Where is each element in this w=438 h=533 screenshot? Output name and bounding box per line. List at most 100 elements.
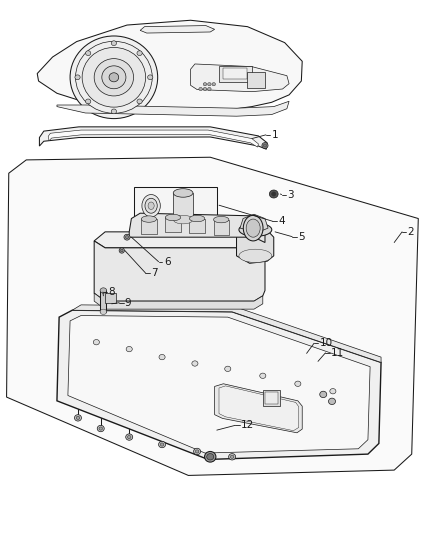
Bar bbox=[219, 66, 252, 82]
Ellipse shape bbox=[173, 189, 193, 197]
Polygon shape bbox=[94, 293, 263, 309]
Ellipse shape bbox=[192, 361, 198, 366]
Ellipse shape bbox=[142, 195, 160, 217]
Bar bbox=[223, 68, 247, 79]
Ellipse shape bbox=[195, 450, 199, 453]
Ellipse shape bbox=[269, 190, 278, 198]
Text: 11: 11 bbox=[331, 348, 344, 358]
Ellipse shape bbox=[239, 249, 272, 263]
Ellipse shape bbox=[74, 415, 81, 421]
Bar bbox=[263, 390, 280, 406]
Polygon shape bbox=[237, 225, 274, 263]
Text: 3: 3 bbox=[287, 190, 293, 199]
Polygon shape bbox=[191, 64, 289, 92]
Ellipse shape bbox=[207, 454, 214, 460]
Ellipse shape bbox=[320, 391, 327, 398]
Ellipse shape bbox=[126, 346, 132, 352]
Ellipse shape bbox=[100, 309, 107, 314]
Ellipse shape bbox=[199, 87, 202, 91]
Ellipse shape bbox=[330, 389, 336, 394]
Text: 7: 7 bbox=[151, 268, 158, 278]
Ellipse shape bbox=[126, 434, 133, 440]
Ellipse shape bbox=[94, 59, 134, 96]
Ellipse shape bbox=[213, 216, 229, 223]
Ellipse shape bbox=[205, 451, 216, 462]
Ellipse shape bbox=[85, 99, 91, 104]
Text: 8: 8 bbox=[109, 287, 115, 297]
Bar bbox=[141, 219, 157, 234]
Polygon shape bbox=[57, 310, 381, 459]
Bar bbox=[105, 293, 116, 303]
Ellipse shape bbox=[159, 354, 165, 360]
Ellipse shape bbox=[148, 75, 153, 80]
Ellipse shape bbox=[272, 192, 276, 196]
Ellipse shape bbox=[145, 198, 157, 213]
Ellipse shape bbox=[229, 454, 236, 460]
Ellipse shape bbox=[127, 435, 131, 439]
Ellipse shape bbox=[111, 41, 117, 46]
Ellipse shape bbox=[82, 47, 145, 107]
Ellipse shape bbox=[137, 99, 142, 104]
Ellipse shape bbox=[141, 216, 157, 222]
Ellipse shape bbox=[99, 427, 102, 430]
Polygon shape bbox=[94, 241, 265, 301]
Ellipse shape bbox=[230, 455, 234, 458]
Text: 5: 5 bbox=[298, 232, 304, 241]
Ellipse shape bbox=[208, 87, 211, 91]
Ellipse shape bbox=[194, 448, 201, 455]
Bar bbox=[134, 187, 217, 227]
Ellipse shape bbox=[203, 83, 207, 86]
Ellipse shape bbox=[160, 443, 164, 446]
Bar bbox=[173, 193, 193, 220]
Polygon shape bbox=[57, 101, 289, 116]
Ellipse shape bbox=[166, 214, 180, 221]
Bar bbox=[189, 219, 205, 233]
Bar bbox=[247, 72, 265, 88]
Polygon shape bbox=[129, 213, 265, 243]
Polygon shape bbox=[48, 130, 258, 147]
Ellipse shape bbox=[120, 249, 123, 252]
Ellipse shape bbox=[244, 215, 263, 241]
Bar bbox=[265, 392, 278, 404]
Polygon shape bbox=[72, 305, 381, 362]
Text: 1: 1 bbox=[272, 130, 278, 140]
Ellipse shape bbox=[295, 381, 301, 386]
Ellipse shape bbox=[93, 340, 99, 345]
Text: 2: 2 bbox=[407, 227, 414, 237]
Ellipse shape bbox=[70, 36, 158, 119]
Ellipse shape bbox=[75, 75, 80, 80]
Ellipse shape bbox=[203, 87, 207, 91]
Ellipse shape bbox=[208, 83, 211, 86]
Ellipse shape bbox=[239, 223, 272, 237]
Ellipse shape bbox=[111, 109, 117, 114]
Ellipse shape bbox=[148, 202, 154, 209]
Ellipse shape bbox=[263, 144, 266, 147]
Ellipse shape bbox=[225, 366, 231, 372]
Text: 9: 9 bbox=[125, 298, 131, 308]
Polygon shape bbox=[140, 26, 215, 33]
Bar bbox=[166, 217, 180, 232]
Ellipse shape bbox=[102, 66, 126, 88]
Ellipse shape bbox=[260, 373, 266, 378]
Ellipse shape bbox=[189, 215, 205, 222]
Ellipse shape bbox=[137, 51, 142, 55]
Polygon shape bbox=[37, 20, 302, 111]
Ellipse shape bbox=[76, 42, 152, 114]
Ellipse shape bbox=[328, 398, 336, 405]
Polygon shape bbox=[215, 384, 302, 433]
Ellipse shape bbox=[212, 83, 215, 86]
Ellipse shape bbox=[159, 441, 166, 448]
Ellipse shape bbox=[124, 235, 130, 240]
Polygon shape bbox=[94, 232, 265, 248]
Polygon shape bbox=[7, 157, 418, 475]
Polygon shape bbox=[39, 127, 267, 149]
Ellipse shape bbox=[173, 215, 193, 224]
Ellipse shape bbox=[85, 51, 91, 55]
Polygon shape bbox=[68, 316, 370, 453]
Text: 10: 10 bbox=[320, 338, 333, 348]
Ellipse shape bbox=[76, 416, 80, 419]
Polygon shape bbox=[219, 386, 299, 431]
Ellipse shape bbox=[125, 236, 129, 239]
Ellipse shape bbox=[246, 219, 260, 237]
Bar bbox=[100, 290, 106, 312]
